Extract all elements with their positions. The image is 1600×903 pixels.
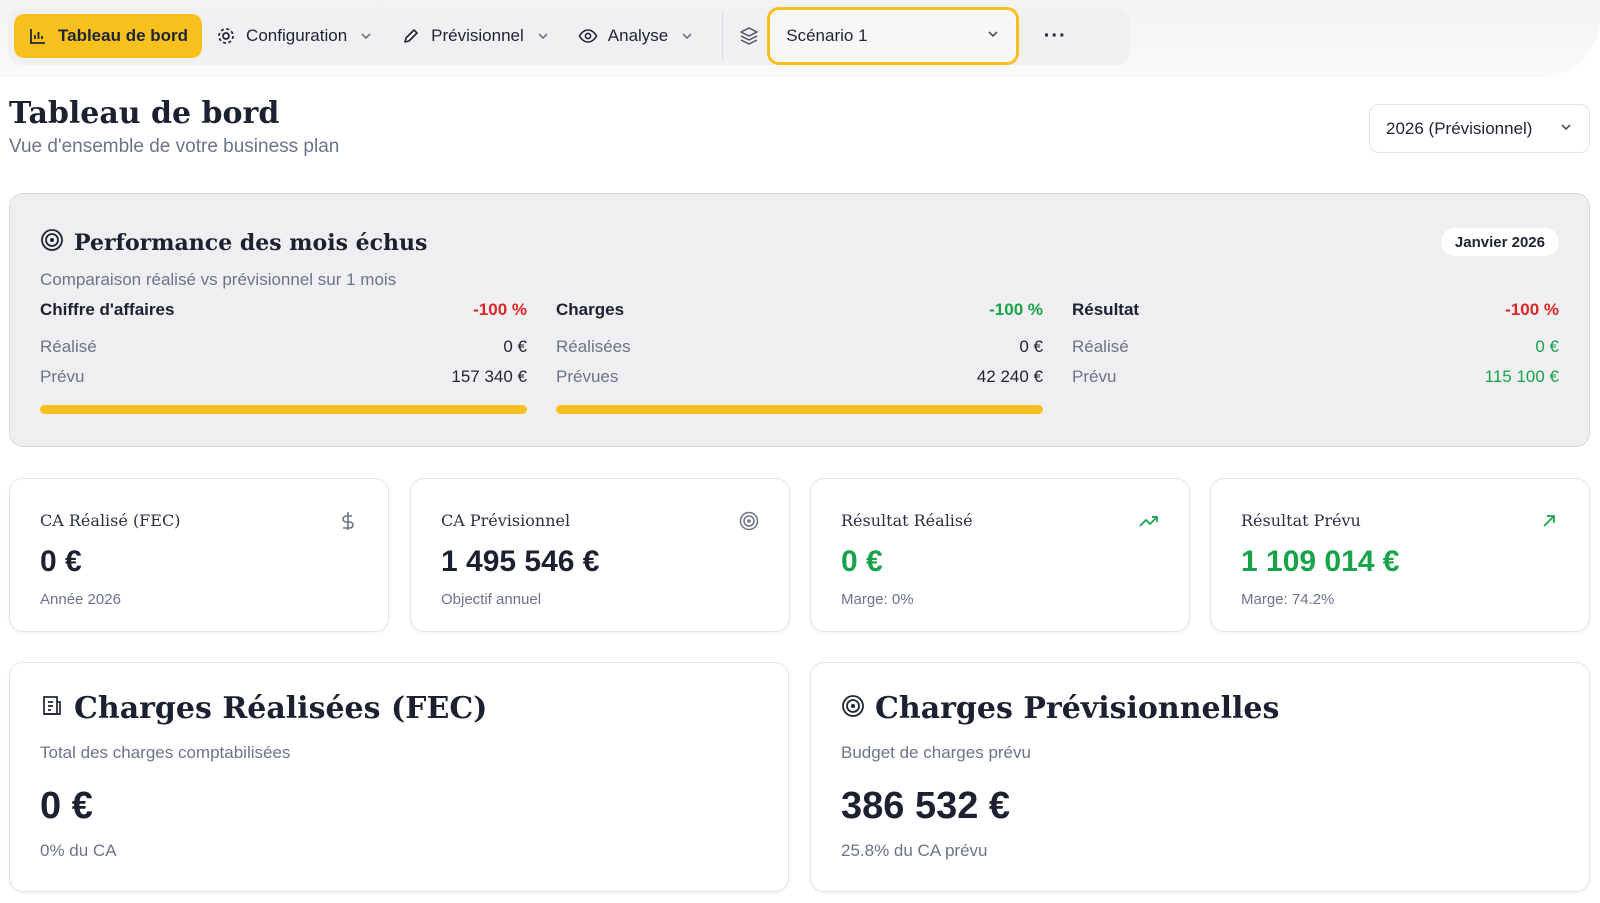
month-badge: Janvier 2026: [1440, 228, 1559, 256]
perf-prevu-value: 42 240 €: [976, 367, 1043, 386]
perf-prevu-label: Prévu: [1072, 367, 1117, 386]
eye-icon: [578, 26, 598, 46]
receipt-icon: [40, 694, 64, 723]
performance-card: Performance des mois échus Comparaison r…: [9, 193, 1590, 447]
gear-icon: [216, 26, 236, 46]
kpi-ca-realise: CA Réalisé (FEC) 0 € Année 2026: [9, 478, 389, 632]
nav-label: Analyse: [607, 26, 669, 45]
perf-column-ca: Chiffre d'affaires -100 % Réalisé 0 € Prév…: [40, 300, 527, 414]
nav-label: Tableau de bord: [58, 26, 189, 45]
perf-col-title: Chiffre d'affaires: [40, 300, 175, 319]
trending-up-icon: [1139, 511, 1159, 531]
perf-col-pct: -100 %: [473, 300, 527, 319]
nav-previsionnel[interactable]: Prévisionnel: [387, 14, 564, 58]
perf-column-resultat: Résultat -100 % Réalisé 0 € Prévu 115 100 €: [1072, 300, 1559, 387]
kpi-note: Marge: 0%: [841, 591, 914, 608]
charges-previsionnelles-header: Charges Prévisionnelles: [841, 691, 1279, 726]
progress-bar: [40, 405, 527, 414]
target-icon: [40, 228, 64, 257]
page-subtitle: Vue d'ensemble de votre business plan: [9, 136, 340, 157]
performance-title: Performance des mois échus: [74, 229, 428, 256]
arrow-up-right-icon: [1539, 511, 1559, 531]
perf-column-charges: Charges -100 % Réalisées 0 € Prévues 42 240…: [556, 300, 1043, 414]
kpi-label: Résultat Prévu: [1241, 511, 1361, 530]
charges-realisees-note: 0% du CA: [40, 841, 117, 860]
kpi-note: Marge: 74.2%: [1241, 591, 1335, 608]
nav-label: Configuration: [246, 26, 348, 45]
perf-realise-label: Réalisé: [40, 337, 97, 356]
perf-realise-value: 0 €: [503, 337, 527, 356]
kpi-value: 0 €: [40, 545, 82, 578]
kpi-label: CA Prévisionnel: [441, 511, 571, 530]
performance-header: Performance des mois échus: [40, 228, 427, 257]
layers-icon: [731, 18, 767, 54]
perf-col-pct: -100 %: [1505, 300, 1559, 319]
perf-col-title: Charges: [556, 300, 625, 319]
perf-prevu-label: Prévues: [556, 367, 619, 386]
charges-previsionnelles-note: 25.8% du CA prévu: [841, 841, 988, 860]
year-select[interactable]: 2026 (Prévisionnel): [1369, 104, 1590, 153]
perf-realise-label: Réalisées: [556, 337, 631, 356]
charges-previsionnelles-subtitle: Budget de charges prévu: [841, 743, 1031, 762]
nav-label: Prévisionnel: [431, 26, 524, 45]
perf-realise-label: Réalisé: [1072, 337, 1129, 356]
kpi-label: Résultat Réalisé: [841, 511, 973, 530]
charges-previsionnelles-card: Charges Prévisionnelles Budget de charge…: [810, 662, 1590, 892]
perf-realise-value: 0 €: [1535, 337, 1559, 356]
nav-analyse[interactable]: Analyse: [564, 14, 708, 58]
dollar-icon: [338, 511, 358, 531]
perf-col-pct: -100 %: [989, 300, 1043, 319]
chevron-down-icon: [359, 29, 373, 43]
chevron-down-icon: [1559, 119, 1573, 139]
more-icon: ···: [1043, 24, 1067, 47]
performance-subtitle: Comparaison réalisé vs prévisionnel sur …: [40, 270, 397, 289]
charges-realisees-header: Charges Réalisées (FEC): [40, 691, 487, 726]
perf-prevu-value: 115 100 €: [1484, 367, 1559, 386]
scenario-select[interactable]: Scénario 1: [767, 7, 1020, 65]
kpi-value: 1 495 546 €: [441, 545, 600, 578]
perf-prevu-value: 157 340 €: [451, 367, 527, 386]
main-nav: Tableau de bord Configuration Prévisionn…: [8, 7, 1130, 65]
perf-col-title: Résultat: [1072, 300, 1140, 319]
nav-configuration[interactable]: Configuration: [202, 14, 387, 58]
target-icon: [739, 511, 759, 531]
target-icon: [841, 694, 865, 723]
kpi-ca-previsionnel: CA Prévisionnel 1 495 546 € Objectif ann…: [410, 478, 790, 632]
kpi-resultat-realise: Résultat Réalisé 0 € Marge: 0%: [810, 478, 1190, 632]
perf-prevu-label: Prévu: [40, 367, 85, 386]
charges-previsionnelles-title: Charges Prévisionnelles: [875, 691, 1280, 726]
kpi-value: 1 109 014 €: [1241, 545, 1400, 578]
bar-chart-icon: [28, 26, 48, 46]
more-button[interactable]: ···: [1033, 14, 1077, 58]
charges-realisees-title: Charges Réalisées (FEC): [74, 691, 488, 726]
year-select-value: 2026 (Prévisionnel): [1386, 118, 1533, 138]
kpi-note: Objectif annuel: [441, 591, 542, 608]
nav-divider: [722, 11, 724, 61]
nav-tableau-de-bord[interactable]: Tableau de bord: [14, 14, 203, 58]
progress-bar: [556, 405, 1043, 414]
charges-previsionnelles-value: 386 532 €: [841, 785, 1011, 827]
kpi-resultat-prevu: Résultat Prévu 1 109 014 € Marge: 74.2%: [1210, 478, 1590, 632]
perf-realise-value: 0 €: [1019, 337, 1043, 356]
charges-realisees-subtitle: Total des charges comptabilisées: [40, 743, 291, 762]
charges-realisees-value: 0 €: [40, 785, 93, 827]
chevron-down-icon: [536, 29, 550, 43]
pencil-icon: [401, 26, 421, 46]
charges-realisees-card: Charges Réalisées (FEC) Total des charge…: [9, 662, 789, 892]
kpi-note: Année 2026: [40, 591, 121, 608]
chevron-down-icon: [680, 29, 694, 43]
kpi-label: CA Réalisé (FEC): [40, 511, 181, 530]
kpi-value: 0 €: [841, 545, 883, 578]
page-title: Tableau de bord: [9, 96, 280, 131]
scenario-value: Scénario 1: [786, 26, 868, 45]
chevron-down-icon: [986, 26, 1000, 46]
